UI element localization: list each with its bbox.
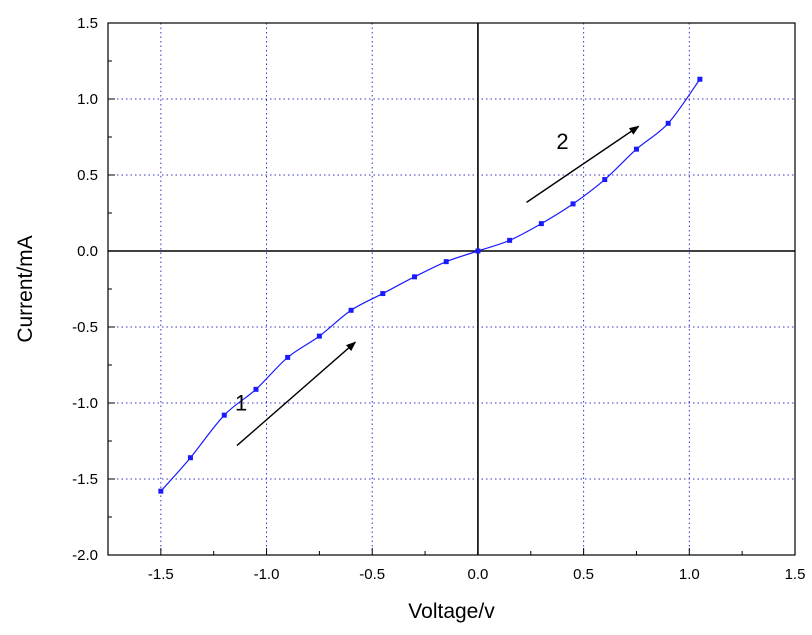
data-point [602, 177, 608, 183]
data-point [538, 221, 544, 227]
annotation-label: 1 [235, 391, 247, 416]
x-tick-label: -1.0 [254, 566, 280, 583]
y-axis-label: Current/mA [14, 235, 37, 342]
y-tick-label: 1.0 [77, 91, 98, 108]
x-tick-label: 1.0 [679, 566, 700, 583]
zero-axes [108, 23, 795, 555]
x-tick-label: -1.5 [148, 566, 174, 583]
data-point [187, 455, 193, 461]
data-point [570, 201, 576, 207]
x-axis-label: Voltage/v [408, 600, 495, 623]
series-line [160, 78, 701, 492]
annotations: 12 [235, 125, 640, 447]
data-point [348, 307, 354, 313]
data-point [633, 146, 639, 152]
y-tick-label: 0.0 [77, 243, 98, 260]
data-point [316, 333, 322, 339]
y-tick-label: -0.5 [72, 319, 98, 336]
data-point [412, 274, 418, 280]
plot-frame [107, 22, 796, 556]
data-point [380, 291, 386, 297]
y-tick-label: 1.5 [77, 15, 98, 32]
data-point [158, 488, 164, 494]
data-point [221, 412, 227, 418]
grid [108, 23, 795, 555]
x-tick-label: 0.0 [467, 566, 488, 583]
data-point [665, 120, 671, 126]
annotation-arrow [236, 341, 357, 447]
y-tick-label: -1.5 [72, 471, 98, 488]
data-point [507, 237, 513, 243]
data-point [697, 76, 703, 82]
data-point [253, 386, 259, 392]
x-tick-label: 1.5 [785, 566, 806, 583]
ticks: -1.5 -1.0 -0.5 0.0 0.5 1.0 1.5 -2.0 -1.5 -1.0 -0.5… [72, 15, 805, 583]
data-point [443, 259, 449, 265]
y-tick-label: 0.5 [77, 167, 98, 184]
y-tick-label: -2.0 [72, 547, 98, 564]
x-tick-label: -0.5 [359, 566, 385, 583]
annotation-arrow [526, 125, 640, 203]
data-point [475, 248, 481, 254]
data-series [158, 76, 703, 494]
y-tick-label: -1.0 [72, 395, 98, 412]
x-tick-label: 0.5 [573, 566, 594, 583]
data-point [285, 354, 291, 360]
annotation-label: 2 [556, 129, 568, 154]
